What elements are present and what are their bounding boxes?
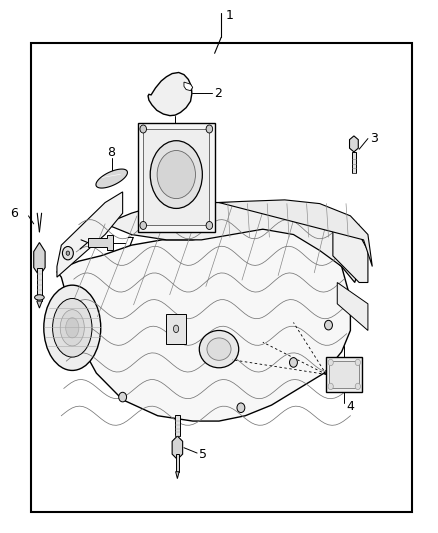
FancyBboxPatch shape xyxy=(176,454,179,472)
Text: 3: 3 xyxy=(370,132,378,145)
FancyBboxPatch shape xyxy=(326,357,362,392)
Ellipse shape xyxy=(328,383,333,390)
Ellipse shape xyxy=(44,285,101,370)
Polygon shape xyxy=(57,229,350,421)
Text: 4: 4 xyxy=(346,400,354,413)
Polygon shape xyxy=(37,301,42,308)
Polygon shape xyxy=(57,192,123,277)
FancyBboxPatch shape xyxy=(37,268,42,301)
FancyBboxPatch shape xyxy=(329,361,359,388)
Ellipse shape xyxy=(206,125,213,133)
Polygon shape xyxy=(337,282,368,330)
Text: 1: 1 xyxy=(226,10,233,22)
Ellipse shape xyxy=(35,295,44,300)
Ellipse shape xyxy=(328,359,333,366)
Ellipse shape xyxy=(325,320,332,330)
Ellipse shape xyxy=(157,150,195,199)
Ellipse shape xyxy=(237,403,245,413)
Text: 2: 2 xyxy=(215,87,223,100)
FancyBboxPatch shape xyxy=(352,152,356,173)
Ellipse shape xyxy=(119,392,127,402)
Ellipse shape xyxy=(173,325,179,333)
Polygon shape xyxy=(184,82,193,91)
FancyBboxPatch shape xyxy=(143,129,209,225)
Ellipse shape xyxy=(66,251,70,255)
Ellipse shape xyxy=(290,358,297,367)
Polygon shape xyxy=(176,472,179,479)
Ellipse shape xyxy=(53,298,92,357)
Text: 5: 5 xyxy=(199,448,207,461)
Polygon shape xyxy=(105,203,359,282)
Ellipse shape xyxy=(62,246,73,260)
Text: 6: 6 xyxy=(10,207,18,220)
Polygon shape xyxy=(333,224,368,282)
Polygon shape xyxy=(350,136,358,152)
FancyBboxPatch shape xyxy=(31,43,412,512)
Text: 8: 8 xyxy=(107,147,115,159)
Polygon shape xyxy=(148,72,192,116)
Ellipse shape xyxy=(60,310,84,346)
Ellipse shape xyxy=(150,141,202,208)
Text: 7: 7 xyxy=(127,236,135,249)
FancyBboxPatch shape xyxy=(166,314,186,344)
Ellipse shape xyxy=(140,125,146,133)
Polygon shape xyxy=(88,235,113,250)
Ellipse shape xyxy=(206,222,213,229)
Polygon shape xyxy=(34,243,45,276)
Ellipse shape xyxy=(355,359,360,366)
Polygon shape xyxy=(172,436,183,459)
Ellipse shape xyxy=(66,318,79,338)
FancyBboxPatch shape xyxy=(138,123,215,232)
Ellipse shape xyxy=(207,338,231,360)
Polygon shape xyxy=(219,200,372,266)
Polygon shape xyxy=(96,169,127,188)
Ellipse shape xyxy=(140,222,146,229)
Ellipse shape xyxy=(355,383,360,390)
Ellipse shape xyxy=(199,330,239,368)
FancyBboxPatch shape xyxy=(175,415,180,436)
